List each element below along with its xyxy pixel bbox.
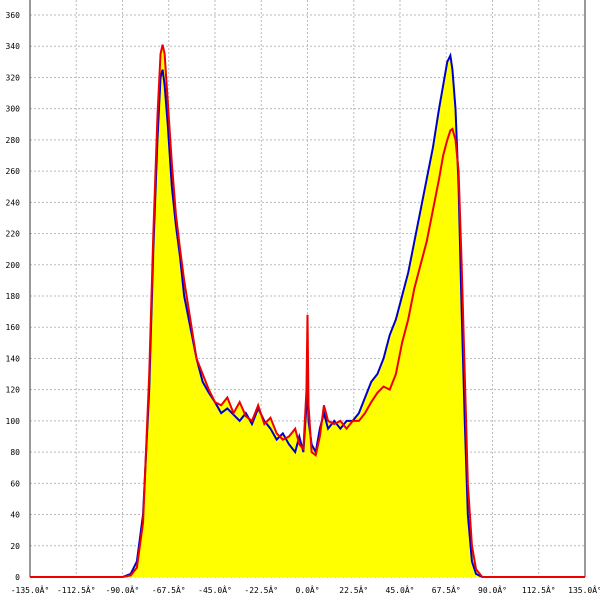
y-tick-label: 160 [6,323,21,332]
y-tick-label: 220 [6,230,21,239]
y-tick-label: 360 [6,11,21,20]
y-tick-label: 40 [10,511,20,520]
y-tick-label: 80 [10,448,20,457]
x-tick-label: -112.5Â° [57,584,96,595]
y-tick-label: 340 [6,42,21,51]
y-tick-label: 300 [6,105,21,114]
x-tick-label: -90.0Â° [106,584,140,595]
y-tick-label: 60 [10,479,20,488]
x-tick-label: 67.5Â° [432,584,461,595]
area [30,44,585,577]
x-tick-label: 45.0Â° [386,584,415,595]
x-tick-label: 22.5Â° [339,584,368,595]
y-tick-label: 320 [6,73,21,82]
x-tick-label: -67.5Â° [152,584,186,595]
y-tick-label: 120 [6,386,21,395]
x-tick-label: -45.0Â° [198,584,232,595]
y-tick-label: 20 [10,542,20,551]
y-tick-label: 180 [6,292,21,301]
y-tick-label: 0 [15,573,20,582]
line [30,44,585,578]
x-tick-label: -22.5Â° [244,584,278,595]
y-tick-label: 100 [6,417,21,426]
x-tick-label: 0.0Â° [295,584,319,595]
y-tick-label: 140 [6,354,21,363]
x-tick-label: 90.0Â° [478,584,507,595]
x-tick-label: 112.5Â° [522,584,556,595]
x-tick-label: 135.0Â° [568,584,600,595]
y-tick-label: 200 [6,261,21,270]
y-tick-label: 260 [6,167,21,176]
y-tick-label: 240 [6,198,21,207]
y-tick-label: 280 [6,136,21,145]
x-tick-label: -135.0Â° [11,584,50,595]
